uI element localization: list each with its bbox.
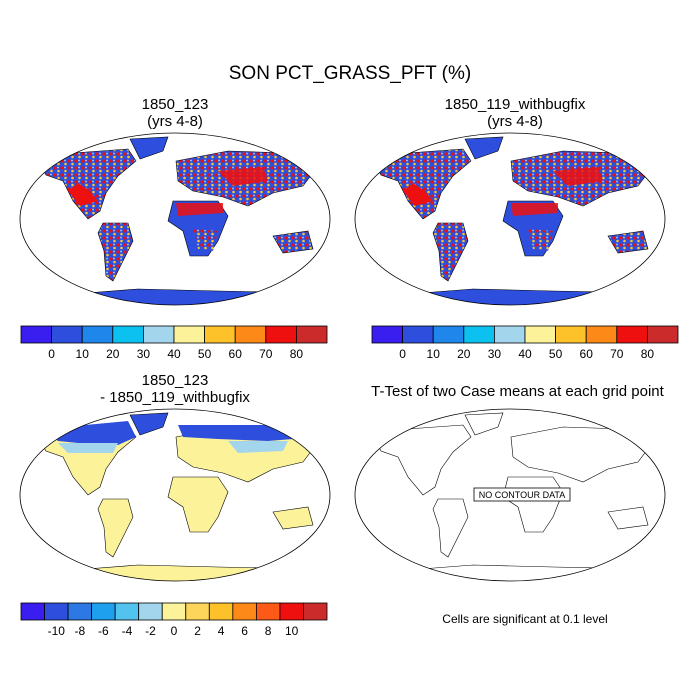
- map-panel-ttest: NO CONTOUR DATA: [354, 408, 666, 582]
- colorbar-swatch: [232, 602, 257, 621]
- colorbar-tick-label: -6: [98, 624, 109, 638]
- colorbar-tick-label: 8: [265, 624, 272, 638]
- colorbar-tick-label: 80: [290, 347, 304, 361]
- colorbar-swatch: [67, 602, 93, 621]
- colorbar-swatch: [44, 602, 69, 621]
- colorbar-swatch: [81, 325, 114, 344]
- colorbar-tick-label: -10: [48, 624, 66, 638]
- colorbar-swatch: [524, 325, 557, 344]
- colorbar-swatch: [161, 602, 187, 621]
- colorbar-swatch: [51, 325, 83, 344]
- colorbar-tick-label: 40: [167, 347, 181, 361]
- colorbar-swatch: [20, 602, 45, 621]
- colorbar-swatch: [371, 325, 404, 344]
- colorbar-swatch: [402, 325, 434, 344]
- panel-3-title: 1850_123 - 1850_119_withbugfix: [20, 372, 330, 406]
- colorbar-tick-label: 50: [198, 347, 212, 361]
- panel-4-title: T-Test of two Case means at each grid po…: [345, 383, 690, 400]
- panel-2-title: 1850_119_withbugfix (yrs 4-8): [350, 96, 680, 130]
- colorbar-swatch: [616, 325, 648, 344]
- colorbar-tick-label: -4: [122, 624, 133, 638]
- map-panel-difference: [19, 408, 331, 582]
- colorbar-swatch: [432, 325, 465, 344]
- colorbar-swatch: [234, 325, 267, 344]
- panel-1-title-line1: 1850_123: [141, 96, 209, 113]
- colorbar-tick-label: 2: [194, 624, 201, 638]
- colorbar-tick-label: -8: [75, 624, 86, 638]
- colorbar-swatch: [303, 602, 328, 621]
- colorbar-tick-label: 30: [488, 347, 502, 361]
- colorbar-swatch: [138, 602, 163, 621]
- colorbar-swatch: [173, 325, 206, 344]
- colorbar-swatch: [91, 602, 116, 621]
- panel-3-title-line1: 1850_123: [141, 372, 209, 389]
- colorbar-tick-label: 10: [427, 347, 441, 361]
- no-data-box: [473, 487, 571, 502]
- colorbar-tick-label: 0: [399, 347, 406, 361]
- panel-2-title-line1: 1850_119_withbugfix: [444, 96, 586, 113]
- panel-4-title-line1: T-Test of two Case means at each grid po…: [371, 383, 664, 400]
- colorbar-swatch: [204, 325, 236, 344]
- colorbar-swatch: [114, 602, 140, 621]
- significance-note: Cells are significant at 0.1 level: [442, 612, 608, 626]
- colorbar-swatch: [295, 325, 328, 344]
- colorbar-difference: -10 -8 -6 -4 -2 0 2 4 6 8 10: [20, 602, 328, 638]
- panel-3-title-line2: - 1850_119_withbugfix: [100, 389, 250, 406]
- figure-title: SON PCT_GRASS_PFT (%): [228, 63, 472, 84]
- panel-1-title: 1850_123 (yrs 4-8): [20, 96, 330, 130]
- colorbar-tick-label: 20: [457, 347, 471, 361]
- colorbar-percent-left: 0 10 20 30 40 50 60 70 80: [20, 325, 328, 361]
- colorbar-swatch: [463, 325, 495, 344]
- colorbar-swatch: [20, 325, 53, 344]
- colorbar-tick-label: 0: [171, 624, 178, 638]
- colorbar-percent-right: 0 10 20 30 40 50 60 70 80: [371, 325, 679, 361]
- colorbar-tick-label: 30: [137, 347, 151, 361]
- colorbar-tick-label: 10: [76, 347, 90, 361]
- colorbar-swatch: [265, 325, 297, 344]
- map-panel-case-2: [354, 132, 666, 306]
- panel-1-title-line2: (yrs 4-8): [147, 113, 203, 130]
- colorbar-swatch: [494, 325, 526, 344]
- colorbar-swatch: [143, 325, 175, 344]
- colorbar-tick-label: 6: [241, 624, 248, 638]
- colorbar-swatch: [646, 325, 679, 344]
- map-panel-case-1: [19, 132, 331, 306]
- no-data-label: NO CONTOUR DATA: [479, 490, 566, 500]
- panel-2-title-line2: (yrs 4-8): [487, 113, 543, 130]
- colorbar-tick-label: 70: [259, 347, 273, 361]
- colorbar-tick-label: 10: [285, 624, 299, 638]
- colorbar-tick-label: 70: [610, 347, 624, 361]
- colorbar-tick-label: -2: [145, 624, 156, 638]
- colorbar-swatch: [279, 602, 304, 621]
- colorbar-tick-label: 60: [229, 347, 243, 361]
- colorbar-tick-label: 20: [106, 347, 120, 361]
- colorbar-swatch: [208, 602, 234, 621]
- colorbar-tick-label: 0: [48, 347, 55, 361]
- colorbar-tick-label: 40: [518, 347, 532, 361]
- colorbar-tick-label: 4: [218, 624, 225, 638]
- colorbar-swatch: [112, 325, 144, 344]
- colorbar-tick-label: 60: [580, 347, 594, 361]
- colorbar-tick-label: 50: [549, 347, 563, 361]
- colorbar-swatch: [255, 602, 281, 621]
- colorbar-swatch: [185, 602, 210, 621]
- colorbar-tick-label: 80: [641, 347, 655, 361]
- colorbar-swatch: [585, 325, 618, 344]
- colorbar-swatch: [555, 325, 587, 344]
